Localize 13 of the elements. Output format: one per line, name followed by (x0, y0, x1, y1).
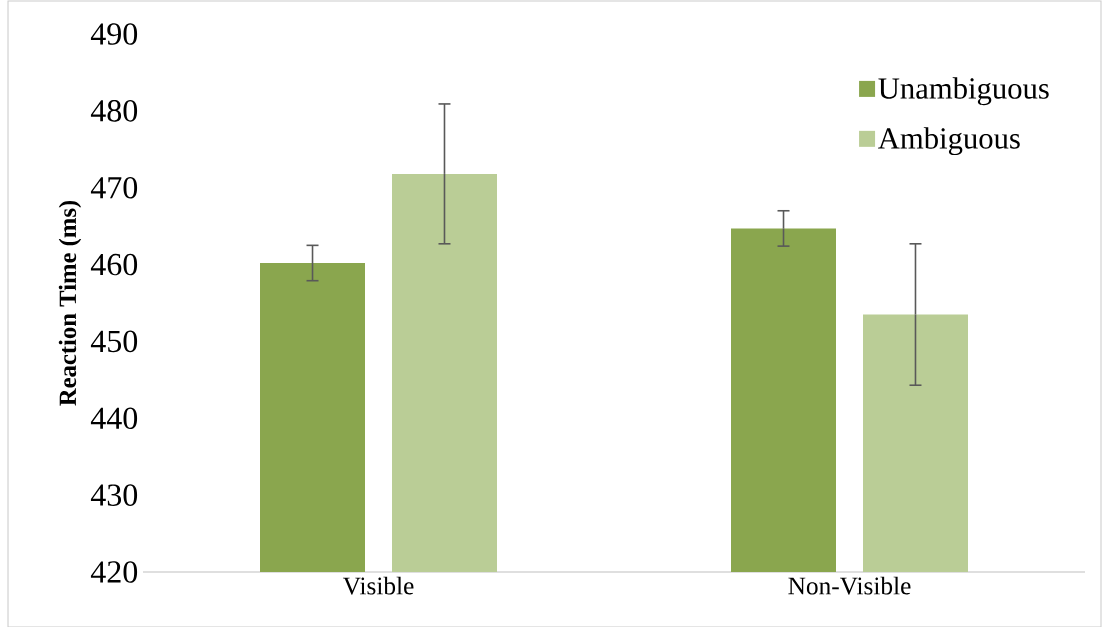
y-tick-label: 450 (90, 330, 138, 353)
y-tick-label: 420 (90, 561, 138, 583)
x-tick-label: Non-Visible (788, 576, 911, 595)
y-tick-label: 480 (90, 100, 138, 122)
y-tick-label: 430 (90, 484, 138, 506)
legend-label: Unambiguous (878, 77, 1049, 106)
y-tick-label: 460 (90, 253, 138, 276)
x-tick-label: Visible (342, 576, 414, 595)
y-tick-label: 490 (90, 23, 138, 45)
y-tick-label: 470 (90, 176, 138, 199)
legend-label: Ambiguous (878, 127, 1020, 156)
y-tick-label: 440 (90, 407, 138, 430)
y-axis-title: Reaction Time (ms) (58, 200, 82, 406)
